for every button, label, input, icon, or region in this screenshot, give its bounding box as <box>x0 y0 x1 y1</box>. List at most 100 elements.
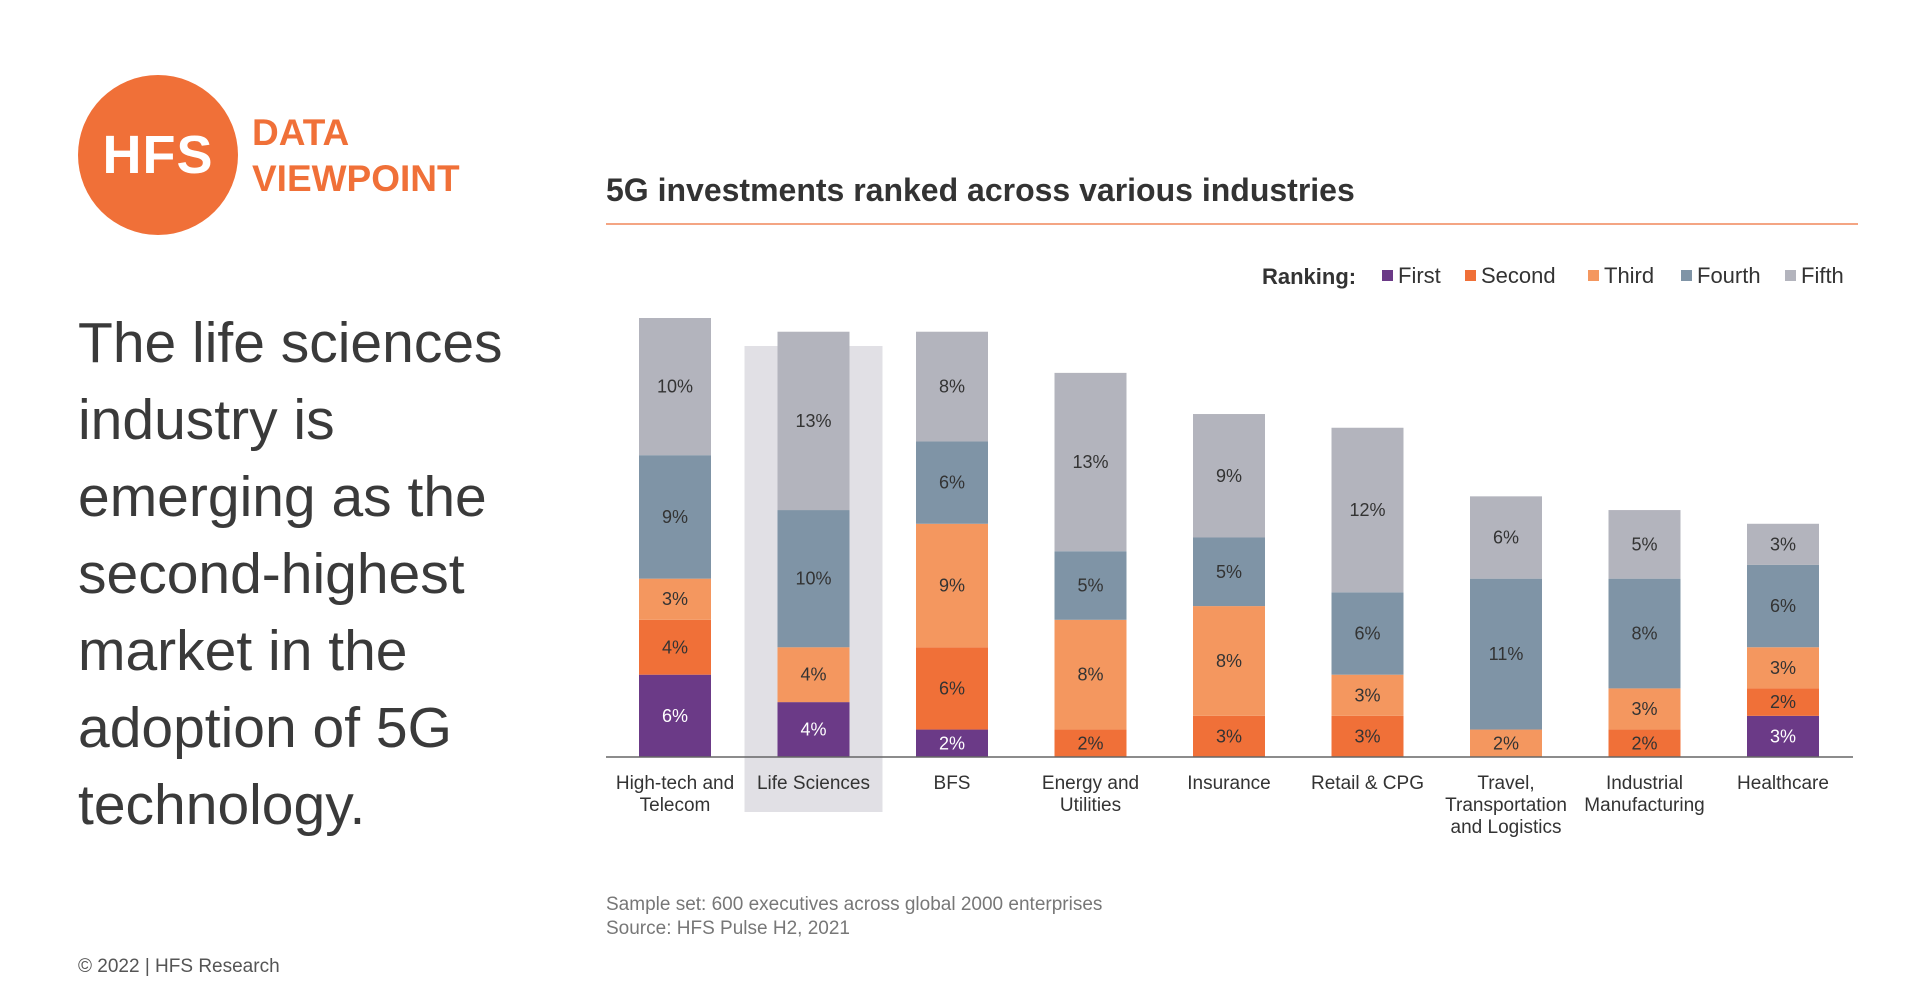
sample-note: Sample set: 600 executives across global… <box>606 894 1103 915</box>
title-divider <box>606 223 1858 225</box>
legend-label-fourth: Fourth <box>1697 263 1761 288</box>
bar-segment-third <box>1054 619 1127 730</box>
data-label: 2% <box>1493 733 1519 753</box>
data-label: 6% <box>1493 528 1519 548</box>
source-notes: Sample set: 600 executives across global… <box>606 893 1102 941</box>
bar-segment-fifth <box>639 318 711 456</box>
data-label: 6% <box>1770 596 1796 616</box>
data-label: 2% <box>1077 733 1103 753</box>
bar-segment-third <box>777 647 850 703</box>
bar-segment-fifth <box>1608 510 1681 579</box>
data-label: 5% <box>1631 534 1657 554</box>
bar-segment-fourth <box>777 510 850 648</box>
bar-segment-fourth <box>916 441 988 524</box>
data-label: 5% <box>1216 562 1242 582</box>
category-label: Healthcare <box>1737 773 1829 794</box>
bar-segment-fourth <box>639 455 711 579</box>
category-label: Retail & CPG <box>1311 773 1424 794</box>
category-label: Insurance <box>1187 773 1270 794</box>
data-label: 3% <box>1216 726 1242 746</box>
legend-label-first: First <box>1398 263 1441 288</box>
legend-title: Ranking: <box>1262 264 1356 289</box>
headline: The life sciences industry is emerging a… <box>78 311 503 837</box>
logo-text: HFS <box>102 125 214 185</box>
data-label: 2% <box>939 733 965 753</box>
data-label: 13% <box>795 411 831 431</box>
data-label: 10% <box>657 377 693 397</box>
bar-segment-first <box>916 729 988 757</box>
bar-segment-fourth <box>1747 564 1819 648</box>
data-label: 6% <box>662 706 688 726</box>
legend-swatch-second <box>1465 270 1476 281</box>
data-label: 6% <box>1354 624 1380 644</box>
bar-segment-third <box>1608 688 1681 730</box>
bar-segment-second <box>1331 715 1404 757</box>
data-label: 2% <box>1631 733 1657 753</box>
data-label: 4% <box>800 665 826 685</box>
data-label: 12% <box>1349 500 1385 520</box>
bar-segment-third <box>1331 674 1404 716</box>
bar-segment-second <box>1747 688 1819 716</box>
data-label: 8% <box>939 377 965 397</box>
bar-segment-second <box>1193 715 1265 757</box>
data-label: 9% <box>662 507 688 527</box>
source-note: Source: HFS Pulse H2, 2021 <box>606 918 850 939</box>
data-label: 13% <box>1072 452 1108 472</box>
bar-segment-first <box>639 674 711 757</box>
bar-segment-second <box>1608 729 1681 757</box>
bar-segment-first <box>1747 715 1819 757</box>
legend-swatch-first <box>1382 270 1393 281</box>
bar-segment-second <box>639 619 711 675</box>
bar-segment-fourth <box>1470 578 1542 730</box>
logo-tagline: DATA VIEWPOINT <box>252 110 460 202</box>
data-label: 10% <box>795 569 831 589</box>
bar-segment-fifth <box>1331 427 1404 593</box>
bar-segment-fifth <box>1054 372 1127 552</box>
bar-segment-fourth <box>1193 537 1265 607</box>
data-label: 3% <box>1770 726 1796 746</box>
category-label: Travel, Transportation and Logistics <box>1445 773 1567 838</box>
bar-segment-first <box>777 702 850 757</box>
data-label: 3% <box>662 589 688 609</box>
bar-segment-third <box>639 578 711 620</box>
bar-segment-second <box>916 647 988 730</box>
hfs-logo: HFS <box>78 75 238 235</box>
bar-segment-third <box>1193 606 1265 716</box>
data-label: 4% <box>662 637 688 657</box>
bar-segment-third <box>916 523 988 648</box>
data-label: 9% <box>1216 466 1242 486</box>
bar-segment-fifth <box>1747 523 1819 565</box>
bar-segment-fifth <box>1470 496 1542 579</box>
category-label: BFS <box>934 773 971 794</box>
data-label: 3% <box>1354 685 1380 705</box>
bar-segment-fifth <box>777 331 850 511</box>
data-label: 3% <box>1631 699 1657 719</box>
copyright: © 2022 | HFS Research <box>78 956 280 977</box>
chart-title: 5G investments ranked across various ind… <box>606 172 1355 208</box>
legend-swatch-fifth <box>1785 270 1796 281</box>
category-label: Industrial Manufacturing <box>1584 773 1704 816</box>
bar-segment-second <box>1054 729 1127 757</box>
data-label: 4% <box>800 720 826 740</box>
category-label: Energy and Utilities <box>1042 773 1139 816</box>
bar-segment-fifth <box>916 331 988 442</box>
bar-segment-third <box>1470 729 1542 757</box>
bar-segment-third <box>1747 647 1819 689</box>
bar-segment-fifth <box>1193 414 1265 538</box>
data-label: 5% <box>1077 576 1103 596</box>
data-label: 11% <box>1489 644 1524 664</box>
data-label: 2% <box>1770 692 1796 712</box>
data-label: 8% <box>1631 624 1657 644</box>
tagline-line1: DATA <box>252 112 350 153</box>
legend-label-fifth: Fifth <box>1801 263 1844 288</box>
data-label: 6% <box>939 473 965 493</box>
legend-swatch-fourth <box>1681 270 1692 281</box>
data-label: 8% <box>1216 651 1242 671</box>
data-label: 6% <box>939 678 965 698</box>
category-label: Life Sciences <box>757 773 870 794</box>
data-label: 8% <box>1077 665 1103 685</box>
data-label: 3% <box>1770 534 1796 554</box>
legend-label-second: Second <box>1481 263 1556 288</box>
legend-swatch-third <box>1588 270 1599 281</box>
